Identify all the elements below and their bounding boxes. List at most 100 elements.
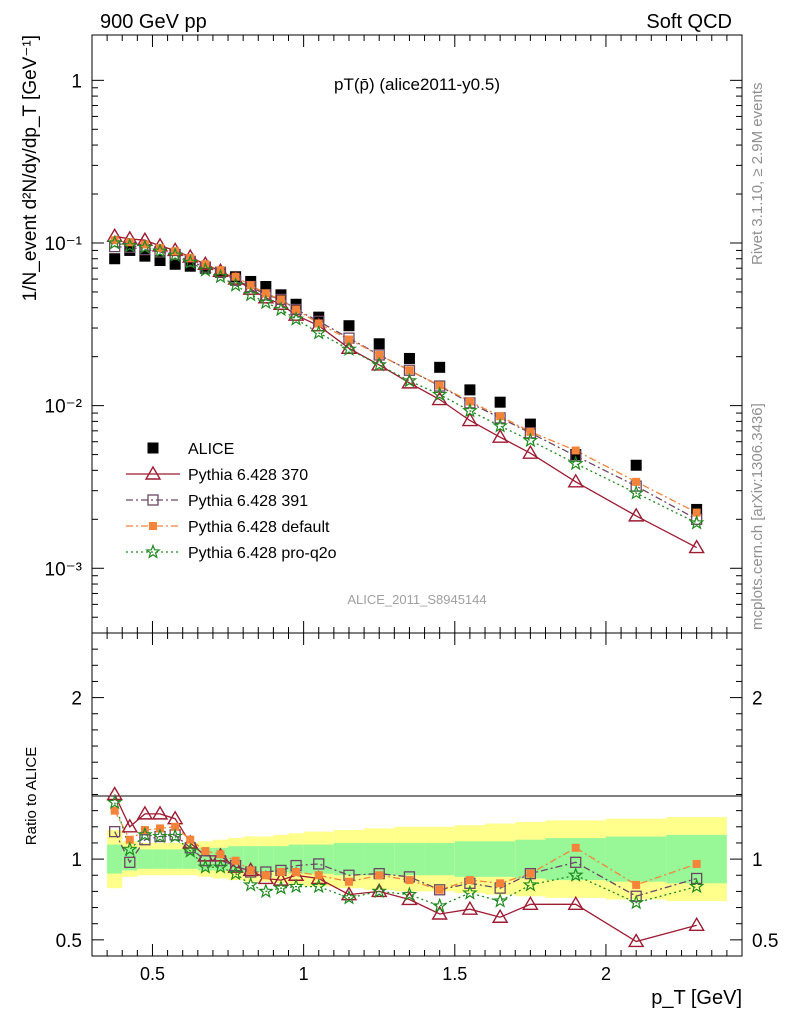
series-1-point (567, 473, 584, 488)
series-1-point (401, 374, 418, 389)
series-4-ratio-point (431, 897, 448, 913)
series-0-point (260, 281, 272, 293)
series-2-ratio-point (124, 856, 136, 868)
series-4-ratio-point (288, 878, 304, 894)
series-3-ratio-point (375, 871, 384, 880)
band-inner (167, 849, 183, 869)
series-4-point (137, 239, 153, 254)
band-inner (424, 842, 455, 876)
series-1-ratio-point (121, 818, 139, 833)
watermark: ALICE_2011_S8945144 (347, 592, 486, 607)
series-4-ratio-point (121, 841, 138, 857)
series-3-point (632, 477, 641, 486)
series-4-point (167, 247, 183, 263)
legend-marker (144, 465, 162, 480)
main-plot-frame (91, 34, 743, 634)
legend-label: Pythia 6.428 default (188, 519, 330, 536)
series-4-ratio-point (522, 876, 539, 892)
series-4-point (341, 341, 357, 357)
legend: ALICE Pythia 6.428 370 Pythia 6.428 391 Pyt… (126, 441, 337, 562)
series-4-point (182, 254, 199, 270)
series-4-point (197, 261, 214, 277)
series-3-point (405, 366, 414, 375)
ratio-tick-label: 2 (752, 689, 763, 710)
series-0-point (139, 250, 151, 262)
series-0-point (154, 255, 166, 267)
series-1-ratio-point (227, 858, 244, 873)
series-4-point (522, 432, 539, 448)
series-4-point (212, 268, 229, 284)
series-3-point (261, 289, 270, 298)
series-4-point (628, 484, 645, 500)
series-4-point (152, 242, 168, 258)
band-inner (454, 841, 486, 877)
series-3-point (125, 238, 134, 247)
series-3-ratio-point (171, 822, 180, 831)
series-3-ratio-point (261, 871, 270, 880)
series-3-ratio-point (246, 866, 255, 875)
series-1-point (522, 444, 539, 459)
series-1-point (461, 412, 479, 427)
series-2-ratio-point (109, 825, 121, 838)
band-inner (364, 842, 395, 876)
series-4-point (492, 417, 508, 433)
series-0-point (403, 352, 415, 364)
series-4-point (462, 402, 478, 418)
band-inner (107, 844, 123, 874)
series-3-point (314, 319, 323, 328)
y-tick-label: 10⁻¹ (45, 234, 83, 255)
legend-label: Pythia 6.428 pro-q2o (188, 545, 337, 562)
series-1-point (688, 539, 705, 554)
series-4-ratio-point (273, 879, 289, 895)
series-3-point (140, 240, 149, 249)
series-4-ratio-point (167, 828, 183, 844)
series-0-point (313, 311, 325, 323)
ratio-tick-label: 0.5 (752, 931, 778, 952)
series-3-ratio-point (526, 869, 535, 878)
legend-marker (147, 442, 159, 454)
band-inner (137, 849, 153, 869)
series-0-point (434, 361, 446, 373)
series-3-ratio-point (405, 876, 414, 885)
series-1-ratio-point (567, 895, 584, 911)
series-3-point (526, 427, 535, 436)
ratio-tick-label: 1 (752, 850, 763, 871)
series-4-ratio-point (401, 886, 418, 902)
series-0-point (570, 449, 582, 461)
side-label-top: Rivet 3.1.10, ≥ 2.9M events (749, 83, 766, 266)
series-3-point (110, 236, 119, 245)
series-4-point (288, 310, 304, 326)
series-1-ratio-point (151, 805, 169, 820)
series-1-ratio-point (136, 805, 154, 820)
series-3-point (692, 508, 701, 517)
series-3-ratio-point (435, 885, 444, 894)
series-4-ratio-point (152, 828, 168, 844)
series-4-point (567, 455, 584, 471)
series-3-point (496, 412, 505, 421)
series-2-ratio-point (199, 855, 212, 867)
series-3-ratio-point (216, 850, 225, 859)
series-3-ratio-point (692, 859, 701, 868)
legend-marker (149, 522, 157, 530)
series-3-ratio-point (110, 806, 119, 815)
band-inner (666, 834, 727, 884)
series-3-ratio-point (231, 856, 240, 865)
series-3-point (344, 335, 353, 344)
series-4-point (242, 286, 259, 302)
series-1-ratio-point (340, 886, 358, 901)
band-inner (605, 836, 667, 882)
series-3-ratio-point (125, 835, 134, 844)
series-1-point (627, 507, 645, 522)
header-right: Soft QCD (646, 11, 732, 33)
x-tick-label: 1 (299, 964, 309, 984)
ratio-tick-label: 1 (71, 850, 82, 871)
chart-title: pT(p̄) (alice2011-y0.5) (334, 75, 500, 94)
series-1-ratio-point (431, 905, 448, 920)
series-0-point (343, 320, 355, 332)
series-2-ratio-point (691, 872, 703, 885)
series-0-point (124, 244, 136, 256)
series-3-ratio-point (186, 835, 195, 844)
series-4-ratio-point (242, 876, 259, 892)
series-4-point (401, 372, 418, 388)
